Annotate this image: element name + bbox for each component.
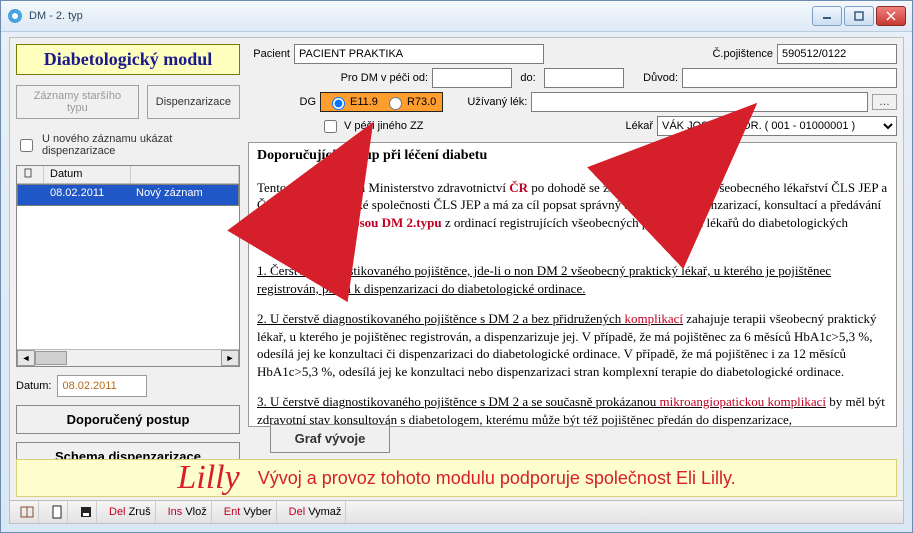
dg-label: DG	[248, 96, 316, 108]
scroll-right-arrow[interactable]: ►	[221, 350, 239, 366]
lekar-select[interactable]: VÁK JOSEF MUDR. ( 001 - 01000001 )	[657, 116, 897, 136]
duvod-label: Důvod:	[628, 72, 678, 84]
old-records-button[interactable]: Záznamy staršího typu	[16, 85, 139, 119]
minimize-button[interactable]	[812, 6, 842, 26]
pece-do-input[interactable]	[544, 68, 624, 88]
graf-button[interactable]: Graf vývoje	[270, 424, 390, 453]
st-ins-key: Ins	[168, 506, 183, 518]
lek-more-button[interactable]: …	[872, 94, 897, 110]
lek-label: Užívaný lék:	[447, 96, 527, 108]
st-book-icon[interactable]	[16, 501, 39, 523]
guide-p3: 2. U čerstvě diagnostikovaného pojištěnc…	[257, 310, 888, 380]
cpoj-input[interactable]	[777, 44, 897, 64]
pece-od-input[interactable]	[432, 68, 512, 88]
pacient-label: Pacient	[248, 48, 290, 60]
lekar-label: Lékař	[625, 120, 653, 132]
list-row-selected[interactable]: 08.02.2011 Nový záznam	[17, 184, 239, 206]
close-button[interactable]	[876, 6, 906, 26]
maximize-button[interactable]	[844, 6, 874, 26]
st-del-key: Del	[109, 506, 126, 518]
sponsor-bar: Lilly Vývoj a provoz tohoto modulu podpo…	[16, 459, 897, 497]
guide-p4: 3. U čerstvě diagnostikovaného pojištěnc…	[257, 393, 888, 427]
lek-input[interactable]	[531, 92, 868, 112]
pece-do-label: do:	[516, 72, 540, 84]
st-doc-icon[interactable]	[47, 501, 68, 523]
dg-radio-e119[interactable]	[332, 97, 345, 110]
scroll-left-arrow[interactable]: ◄	[17, 350, 35, 366]
sponsor-text: Vývoj a provoz tohoto modulu podporuje s…	[258, 468, 736, 489]
st-vyber[interactable]: Vyber	[243, 506, 271, 518]
st-del2-key: Del	[289, 506, 306, 518]
vpeci-label: V péči jiného ZZ	[344, 120, 423, 132]
records-list: Datum 08.02.2011 Nový záznam ◄ ►	[16, 165, 240, 367]
datum-input[interactable]	[57, 375, 147, 397]
st-zrus[interactable]: Zruš	[129, 506, 151, 518]
st-vloz[interactable]: Vlož	[185, 506, 206, 518]
list-header-icon	[17, 166, 44, 183]
app-window: DM - 2. typ Diabetologický modul Záznamy…	[0, 0, 913, 533]
list-header: Datum	[17, 166, 239, 184]
window-title: DM - 2. typ	[29, 10, 812, 22]
title-bar: DM - 2. typ	[1, 1, 912, 32]
dg-opt2-label: R73.0	[407, 96, 436, 108]
window-buttons	[812, 6, 906, 26]
st-vymaz[interactable]: Vymaž	[308, 506, 341, 518]
show-disp-label: U nového záznamu ukázat dispenzarizace	[42, 133, 240, 157]
vpeci-checkbox[interactable]	[324, 120, 337, 133]
list-body[interactable]: 08.02.2011 Nový záznam	[17, 184, 239, 349]
cpoj-label: Č.pojištence	[712, 48, 773, 60]
st-disk-icon[interactable]	[76, 501, 97, 523]
client-area: Diabetologický modul Záznamy staršího ty…	[9, 37, 904, 524]
list-hscroll[interactable]: ◄ ►	[17, 349, 239, 366]
module-title: Diabetologický modul	[16, 44, 240, 75]
row-text: Nový záznam	[130, 185, 209, 205]
guide-title: Doporučující postup při léčení diabetu	[257, 147, 888, 166]
pacient-input[interactable]	[294, 44, 544, 64]
status-bar: Del Zruš Ins Vlož Ent Vyber Del Vymaž	[10, 500, 903, 523]
guide-p1: Tento postup vydává Ministerstvo zdravot…	[257, 179, 888, 249]
st-ent-key: Ent	[224, 506, 241, 518]
duvod-input[interactable]	[682, 68, 897, 88]
left-column: Diabetologický modul Záznamy staršího ty…	[16, 44, 240, 471]
guidelines-panel[interactable]: Doporučující postup při léčení diabetu T…	[248, 142, 897, 427]
guide-p2: 1. Čerstvě diagnostikovaného pojištěnce,…	[257, 262, 888, 297]
row-date: 08.02.2011	[44, 185, 130, 205]
dg-options: E11.9 R73.0	[320, 92, 443, 112]
show-disp-checkbox[interactable]	[20, 139, 33, 152]
dg-opt1-label: E11.9	[350, 96, 378, 108]
dispenzarizace-button[interactable]: Dispenzarizace	[147, 85, 240, 119]
datum-label: Datum:	[16, 380, 51, 392]
list-header-date[interactable]: Datum	[44, 166, 131, 183]
patient-form: Pacient Č.pojištence Pro DM v péči od: d…	[248, 44, 897, 140]
lilly-logo: Lilly	[177, 459, 239, 497]
dg-radio-r730[interactable]	[389, 97, 402, 110]
app-icon	[7, 8, 23, 24]
pece-od-label: Pro DM v péči od:	[248, 72, 428, 84]
recommended-button[interactable]: Doporučený postup	[16, 405, 240, 434]
clip-icon	[23, 168, 33, 178]
scroll-thumb[interactable]	[35, 351, 67, 365]
